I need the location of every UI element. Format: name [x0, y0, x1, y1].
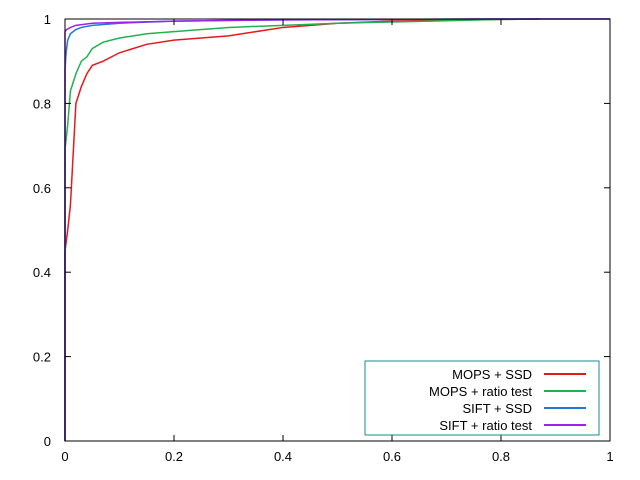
x-tick-label: 0.4 [274, 449, 292, 464]
x-tick-label: 0.6 [383, 449, 401, 464]
x-tick-label: 0.2 [165, 449, 183, 464]
ticks-layer: 0 0.2 0.4 0.6 0.8 1 0 0.2 0.4 0.6 0.8 1 [33, 12, 614, 464]
legend-label: MOPS + SSD [452, 367, 532, 382]
legend-label: SIFT + ratio test [439, 418, 532, 433]
y-tick-label: 0.4 [33, 265, 51, 280]
legend-label: SIFT + SSD [463, 401, 532, 416]
legend: MOPS + SSD MOPS + ratio test SIFT + SSD SIF… [364, 360, 600, 436]
x-tick-label: 0.8 [492, 449, 510, 464]
y-tick-label: 0 [44, 434, 51, 449]
x-tick-label: 1 [606, 449, 613, 464]
legend-label: MOPS + ratio test [429, 384, 532, 399]
y-tick-label: 1 [44, 12, 51, 27]
y-tick-label: 0.2 [33, 350, 51, 365]
y-tick-label: 0.8 [33, 96, 51, 111]
plot-frame [64, 18, 611, 442]
x-tick-label: 0 [61, 449, 68, 464]
y-tick-label: 0.6 [33, 181, 51, 196]
